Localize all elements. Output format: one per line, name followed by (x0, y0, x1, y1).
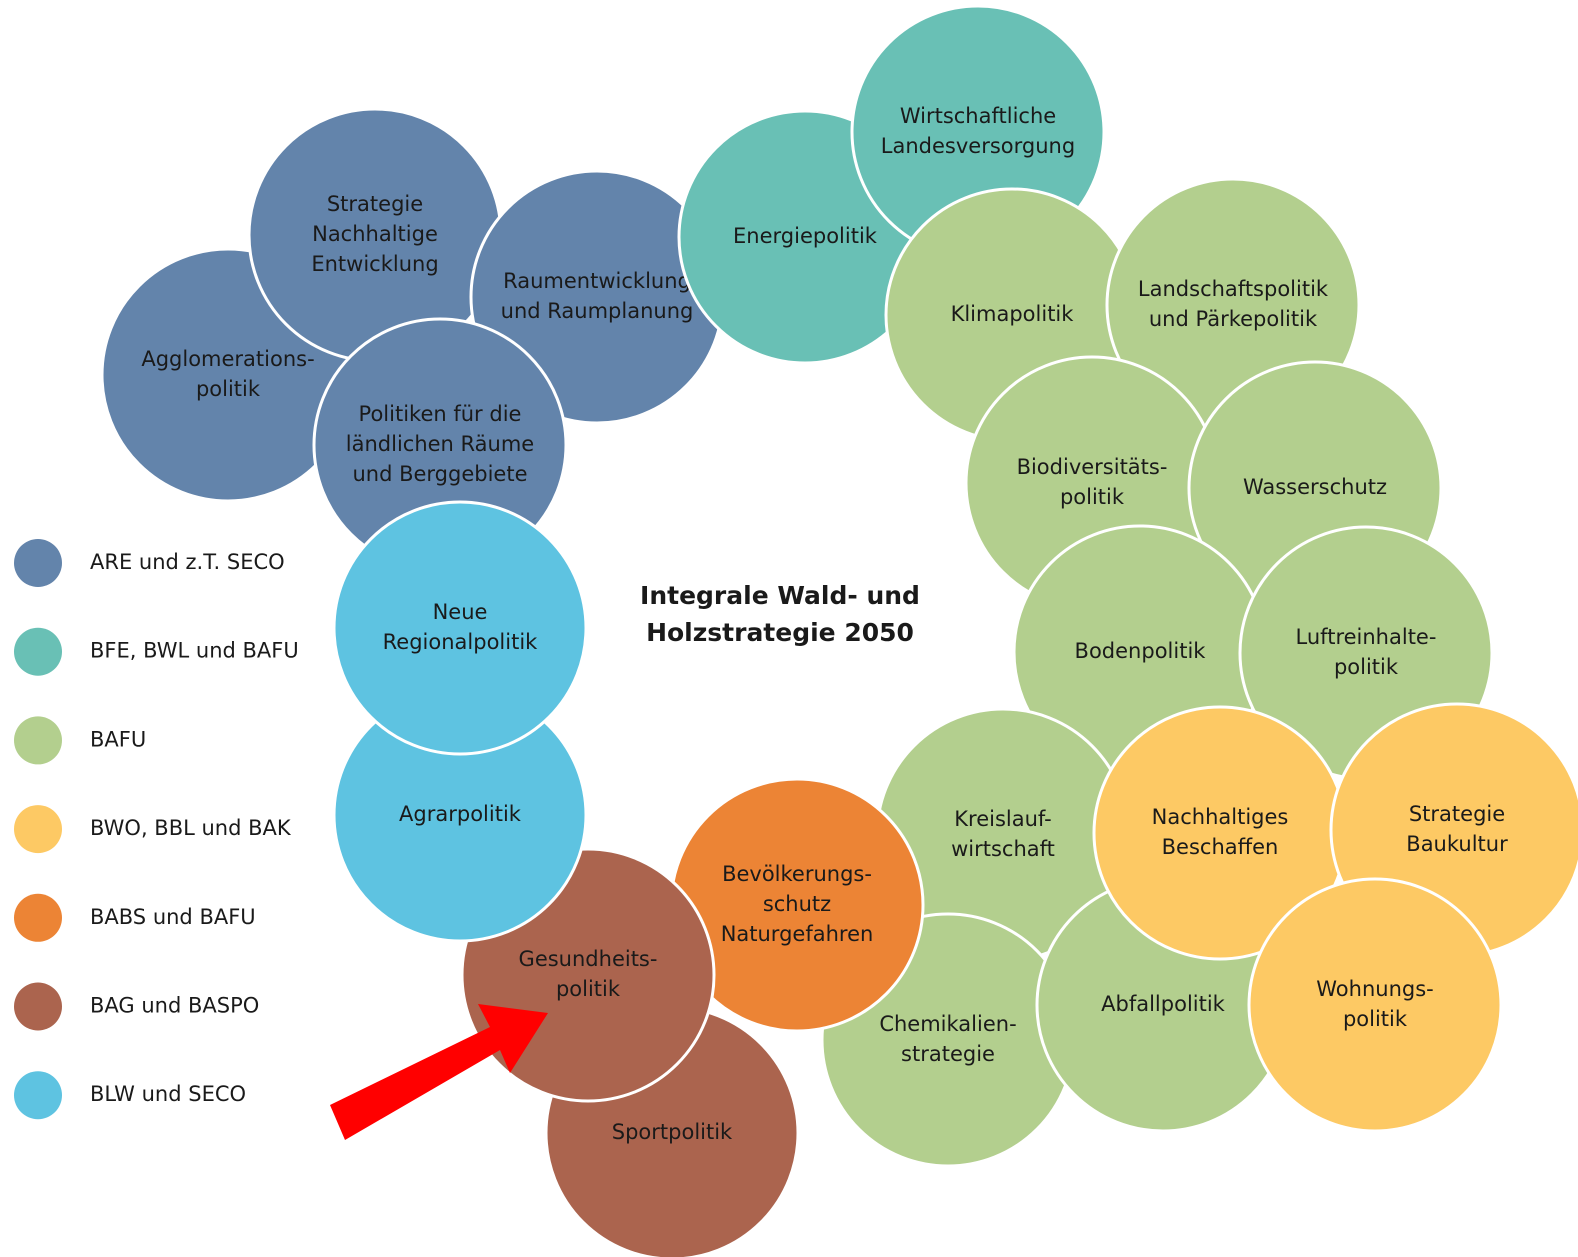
title: Holzstrategie 2050 (646, 618, 914, 647)
bubble-label: und Raumplanung (501, 299, 694, 323)
bubble-label: Bevölkerungs- (722, 862, 872, 886)
bubble-label: Entwicklung (311, 252, 438, 276)
bubble-label: politik (1343, 1007, 1408, 1031)
bubble-label: Nachhaltige (312, 222, 438, 246)
bubble-label: wirtschaft (951, 837, 1055, 861)
legend-label: BFE, BWL und BAFU (90, 639, 299, 663)
legend-swatch (14, 982, 62, 1031)
bubble-label: Wirtschaftliche (900, 104, 1056, 128)
bubble-label: Beschaffen (1162, 835, 1279, 859)
bubble-label: Landschaftspolitik (1138, 277, 1329, 301)
legend-label: BAG und BASPO (90, 994, 259, 1018)
bubble: Neue Regionalpolitik (332, 500, 588, 756)
bubble-label: Naturgefahren (721, 922, 874, 946)
legend-swatch (14, 1071, 62, 1120)
bubble-label: Strategie (327, 192, 423, 216)
bubble: Nachhaltiges Beschaffen (1092, 705, 1348, 961)
legend-label: BLW und SECO (90, 1082, 246, 1106)
bubble: Wohnungs-politik (1247, 877, 1503, 1133)
bubble-label: Gesundheits- (519, 947, 658, 971)
legend-swatch (14, 805, 62, 854)
bubble-label: und Berggebiete (352, 462, 527, 486)
bubble-label: politik (1334, 655, 1399, 679)
bubbles: Agglomerations-politik Strategie Nachhalti… (100, 4, 1578, 1257)
legend-swatch (14, 627, 62, 676)
bubble-label: Raumentwicklung (503, 269, 691, 293)
bubble-label: Kreislauf- (954, 807, 1051, 831)
title: Integrale Wald- und (640, 581, 920, 610)
bubble-label: Politiken für die (359, 402, 522, 426)
legend-swatch (14, 716, 62, 765)
bubble-label: Strategie (1409, 802, 1505, 826)
bubble-label: Baukultur (1406, 832, 1508, 856)
bubble: Kreislauf-wirtschaft (875, 707, 1131, 963)
bubble-label: Abfallpolitik (1101, 992, 1226, 1016)
bubble-label: Nachhaltiges (1152, 805, 1289, 829)
bubble-label: Energiepolitik (733, 224, 878, 248)
bubble-label: Neue (433, 600, 488, 624)
bubble-label: politik (556, 977, 621, 1001)
bubble-label: Chemikalien- (879, 1012, 1016, 1036)
bubble-label: und Pärkepolitik (1149, 307, 1318, 331)
legend-label: BAFU (90, 727, 146, 751)
bubble-label: politik (196, 377, 261, 401)
bubble-label: Luftreinhalte- (1296, 625, 1437, 649)
bubble-label: Biodiversitäts- (1017, 455, 1168, 479)
legend-swatch (14, 893, 62, 942)
bubble-circle (1247, 877, 1503, 1133)
bubble-label: Wasserschutz (1243, 475, 1387, 499)
bubble-label: Landesversorgung (881, 134, 1075, 158)
red-arrow (330, 1004, 548, 1140)
legend-swatch (14, 539, 62, 587)
bubble-label: strategie (901, 1042, 995, 1066)
bubble-label: Regionalpolitik (383, 630, 539, 654)
bubble-label: ländlichen Räume (346, 432, 534, 456)
bubble-label: Agrarpolitik (399, 802, 522, 826)
bubble-label: Sportpolitik (612, 1120, 733, 1144)
bubble-label: schutz (763, 892, 831, 916)
legend-label: ARE und z.T. SECO (90, 550, 285, 574)
bubble-label: Klimapolitik (951, 302, 1075, 326)
bubble-circle (332, 500, 588, 756)
legend: ARE und z.T. SECO BFE, BWL und BAFU BAFU BW… (14, 539, 299, 1120)
bubble-label: Bodenpolitik (1075, 639, 1207, 663)
bubble-label: Agglomerations- (141, 347, 314, 371)
bubble-label: politik (1060, 485, 1125, 509)
legend-label: BABS und BAFU (90, 905, 256, 929)
legend-label: BWO, BBL und BAK (90, 816, 292, 840)
bubble-label: Wohnungs- (1316, 977, 1433, 1001)
